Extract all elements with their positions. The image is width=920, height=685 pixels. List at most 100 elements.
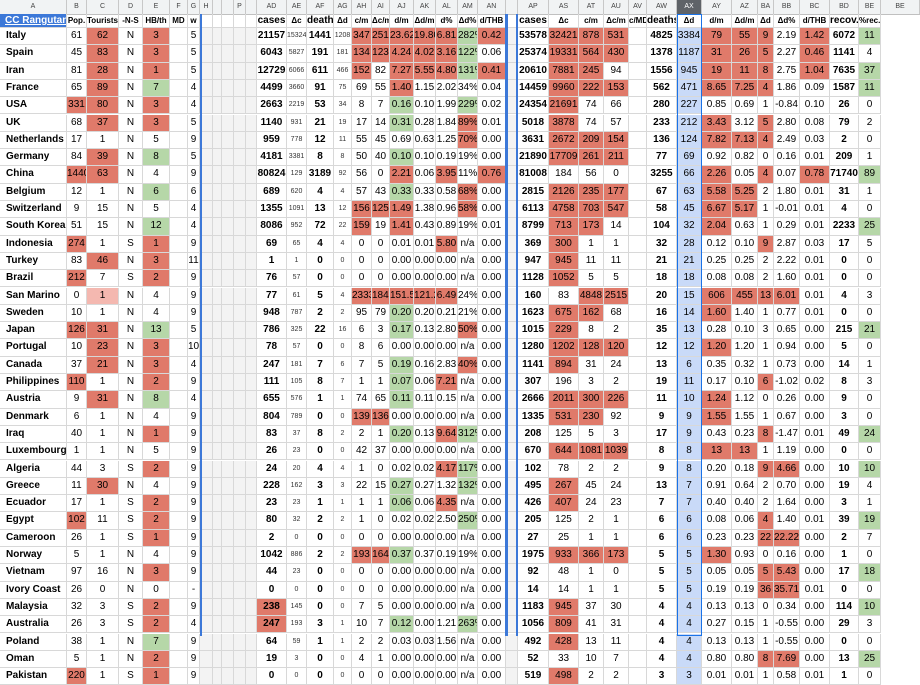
data-cell[interactable]: 1975: [518, 547, 549, 565]
data-cell[interactable]: 267: [549, 477, 579, 496]
data-cell[interactable]: 1: [758, 201, 774, 219]
data-cell[interactable]: 3: [143, 114, 170, 132]
data-cell[interactable]: 134: [352, 45, 372, 63]
data-cell[interactable]: 38: [67, 633, 87, 651]
data-cell[interactable]: 5.43: [774, 564, 800, 582]
data-cell[interactable]: 1.42: [800, 28, 830, 46]
data-cell[interactable]: 83: [549, 287, 579, 305]
data-cell[interactable]: 21890: [518, 149, 549, 167]
data-cell[interactable]: 0.02: [800, 374, 830, 392]
data-cell[interactable]: [170, 304, 188, 323]
data-cell[interactable]: 1140: [257, 114, 287, 132]
data-cell[interactable]: 1: [372, 374, 390, 392]
data-cell[interactable]: 0: [307, 564, 334, 582]
data-cell[interactable]: 4: [830, 287, 859, 305]
data-cell[interactable]: 947: [518, 252, 549, 271]
data-cell[interactable]: 0.28: [702, 322, 732, 340]
data-cell[interactable]: 3: [307, 616, 334, 634]
data-cell[interactable]: 0.00: [800, 408, 830, 426]
header-ddm[interactable]: Δd/m: [414, 14, 436, 28]
data-cell[interactable]: 3.43: [702, 114, 732, 132]
data-cell[interactable]: 1441: [307, 28, 334, 46]
data-cell[interactable]: 3: [758, 322, 774, 340]
sheet-title[interactable]: CC Rangutan: [0, 14, 67, 28]
column-header[interactable]: AS: [549, 0, 579, 14]
data-cell[interactable]: n/a: [458, 529, 478, 547]
country-name[interactable]: Iran: [0, 62, 67, 80]
data-cell[interactable]: 9: [188, 650, 200, 669]
data-cell[interactable]: 1081: [579, 443, 604, 461]
data-cell[interactable]: 2.21: [390, 166, 414, 184]
data-cell[interactable]: [170, 114, 188, 132]
data-cell[interactable]: 0.02: [390, 512, 414, 530]
data-cell[interactable]: 0.64: [732, 477, 758, 496]
data-cell[interactable]: 8: [334, 149, 352, 167]
data-cell[interactable]: 1183: [518, 598, 549, 617]
data-cell[interactable]: 0.73: [774, 356, 800, 374]
data-cell[interactable]: n/a: [458, 339, 478, 357]
data-cell[interactable]: 670: [518, 443, 549, 461]
data-cell[interactable]: 2: [830, 131, 859, 150]
data-cell[interactable]: 7635: [830, 62, 859, 80]
data-cell[interactable]: 3: [87, 460, 119, 478]
data-cell[interactable]: 4: [307, 183, 334, 201]
data-cell[interactable]: 4: [758, 512, 774, 530]
data-cell[interactable]: 9: [188, 270, 200, 288]
data-cell[interactable]: 18: [859, 564, 881, 582]
data-cell[interactable]: 1: [87, 131, 119, 150]
data-cell[interactable]: 15: [372, 477, 390, 496]
data-cell[interactable]: 1128: [518, 270, 549, 288]
data-cell[interactable]: N: [119, 408, 143, 426]
data-cell[interactable]: [170, 633, 188, 651]
data-cell[interactable]: n/a: [458, 564, 478, 582]
data-cell[interactable]: 11%: [458, 166, 478, 184]
data-cell[interactable]: n/a: [458, 650, 478, 669]
data-cell[interactable]: 2: [758, 252, 774, 271]
data-cell[interactable]: 0.00: [800, 477, 830, 496]
data-cell[interactable]: 0.01: [800, 149, 830, 167]
data-cell[interactable]: 153: [604, 79, 629, 98]
data-cell[interactable]: 0.02: [414, 460, 436, 478]
data-cell[interactable]: 0: [859, 304, 881, 323]
data-cell[interactable]: 4: [188, 356, 200, 374]
data-cell[interactable]: 3: [307, 477, 334, 496]
data-cell[interactable]: 5: [758, 564, 774, 582]
data-cell[interactable]: 2.26: [702, 166, 732, 184]
data-cell[interactable]: 347: [352, 28, 372, 46]
data-cell[interactable]: [170, 62, 188, 80]
data-cell[interactable]: 42: [352, 443, 372, 461]
data-cell[interactable]: 0.00: [390, 408, 414, 426]
data-cell[interactable]: 0.67: [774, 408, 800, 426]
data-cell[interactable]: 3: [143, 564, 170, 582]
data-cell[interactable]: 10: [67, 339, 87, 357]
data-cell[interactable]: 0.00: [478, 443, 506, 461]
country-name[interactable]: San Marino: [0, 287, 67, 305]
data-cell[interactable]: 26: [732, 45, 758, 63]
data-cell[interactable]: 3: [143, 97, 170, 115]
data-cell[interactable]: 44: [67, 460, 87, 478]
data-cell[interactable]: 945: [549, 598, 579, 617]
data-cell[interactable]: [170, 149, 188, 167]
data-cell[interactable]: 620: [287, 183, 307, 201]
data-cell[interactable]: 1.40: [390, 79, 414, 98]
data-cell[interactable]: 495: [518, 477, 549, 496]
data-cell[interactable]: 230: [579, 408, 604, 426]
data-cell[interactable]: 9: [188, 598, 200, 617]
data-cell[interactable]: 0.00: [478, 581, 506, 599]
data-cell[interactable]: 1: [758, 668, 774, 685]
column-header[interactable]: AN: [478, 0, 506, 14]
data-cell[interactable]: 23: [604, 495, 629, 513]
data-cell[interactable]: 1: [143, 235, 170, 253]
data-cell[interactable]: 1: [352, 460, 372, 478]
data-cell[interactable]: 3: [87, 598, 119, 617]
data-cell[interactable]: S: [119, 598, 143, 617]
data-cell[interactable]: 164: [372, 547, 390, 565]
data-cell[interactable]: 0: [352, 529, 372, 547]
data-cell[interactable]: 0.00: [478, 512, 506, 530]
data-cell[interactable]: 1.25: [436, 131, 458, 150]
data-cell[interactable]: 2: [579, 512, 604, 530]
data-cell[interactable]: 4.66: [774, 460, 800, 478]
data-cell[interactable]: [629, 45, 647, 63]
data-cell[interactable]: 0.01: [800, 425, 830, 444]
data-cell[interactable]: 0: [859, 443, 881, 461]
